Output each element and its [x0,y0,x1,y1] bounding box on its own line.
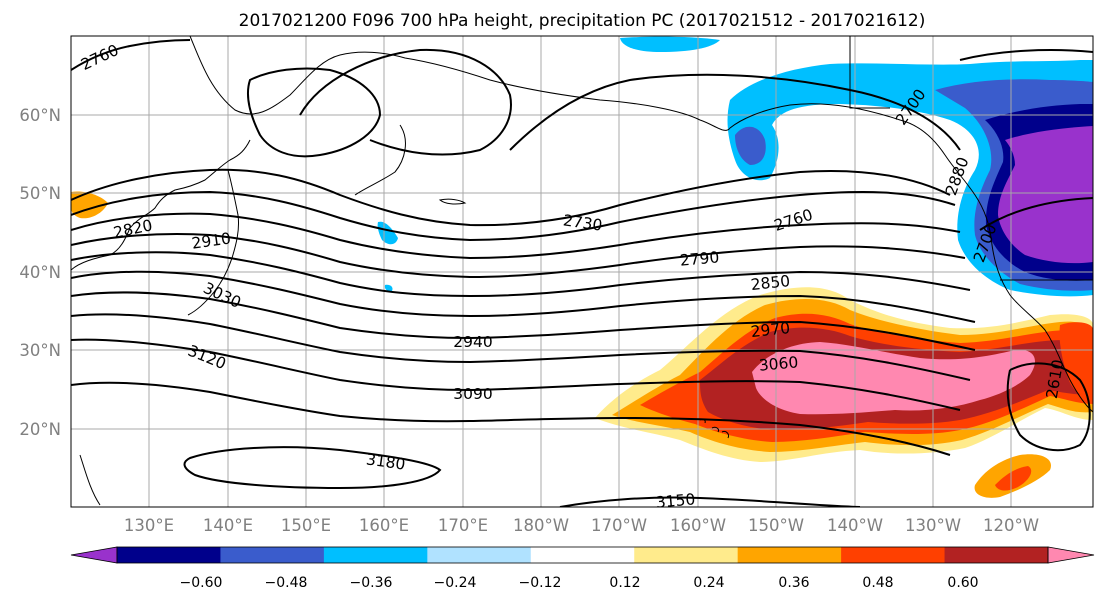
contour-3090 [71,381,951,456]
lon-tick-label: 170°E [438,516,488,535]
latitude-ticks: 60°N 50°N 40°N 30°N 20°N [19,106,61,439]
height-contours [71,39,1093,507]
contour-label: 2790 [679,248,720,269]
contour-2760 [71,190,956,242]
precip-patch-pacific [377,221,398,245]
border-alaska [849,36,890,109]
negative-precip-shading [377,36,1093,297]
colorbar-tick-label: 0.24 [693,575,724,591]
contour-label: 2850 [750,272,791,294]
colorbar-tick-label: −0.24 [434,575,477,591]
precip-patch-north [620,36,720,52]
lon-tick-label: 140°E [203,516,253,535]
contour-3060 [71,338,961,411]
colorbar-tick-label: 0.60 [947,575,978,591]
precip-band-0.60 [752,342,1035,415]
lon-tick-label: 160°E [359,516,409,535]
map-panel: 2760 2820 2910 3030 3120 2730 2760 2790 … [70,35,1094,511]
contour-2700-east [959,49,1093,61]
contour-3180 [183,446,442,490]
colorbar-tick-label: 0.12 [609,575,640,591]
contour-2820 [71,233,966,279]
coastline-philippines [79,454,101,506]
contour-3000 [71,313,971,381]
colorbar-segment [634,547,739,563]
precip-patch-coast [1059,322,1093,400]
colorbar-tick-label: −0.48 [265,575,308,591]
lon-tick-label: 150°E [281,516,331,535]
colorbar-segment [220,547,325,563]
contour-label: 3060 [758,353,799,374]
contour-label: 2970 [750,319,791,341]
map-title: 2017021200 F096 700 hPa height, precipit… [239,11,926,31]
contour-2610 [1006,362,1091,452]
colorbar: −0.60 −0.48 −0.36 −0.24 −0.12 0.12 0.24 … [70,546,1095,591]
contour-2790 [71,212,961,260]
precip-band-neg-0.60 [998,126,1093,264]
colorbar-tick-label: −0.12 [519,575,562,591]
colorbar-segment [737,547,842,563]
colorbar-tick-label: −0.60 [180,575,223,591]
colorbar-segments [70,546,1095,564]
contour-2880 [71,270,976,323]
contour-label: 2940 [453,333,492,351]
colorbar-segment [323,547,428,563]
lat-tick-label: 40°N [19,263,61,282]
map-frame [70,35,1094,508]
longitude-ticks: 130°E 140°E 150°E 160°E 170°E 180°W 170°… [124,516,1039,535]
contour-3150 [559,496,861,507]
colorbar-tick-label: 0.48 [862,575,893,591]
colorbar-segment [944,547,1049,563]
contour-label: 3180 [365,450,407,473]
colorbar-frame [116,546,1049,564]
colorbar-segment [427,547,532,563]
precip-patch-alaska [735,126,766,165]
coastline-kamchatka [354,124,406,196]
contour-2880-east [979,197,1093,231]
contour-2940 [71,291,976,351]
colorbar-segment [117,547,221,563]
positive-precip-shading [71,191,1093,498]
contour-low-center [299,48,512,156]
lon-tick-label: 170°W [591,516,647,535]
lon-tick-label: 160°W [670,516,726,535]
colorbar-tick-label: 0.36 [778,575,809,591]
contour-label: 2910 [191,229,233,252]
graticule [71,36,1093,507]
colorbar-segment [841,547,946,563]
contour-label: 2730 [562,211,604,234]
contour-low-west [247,67,382,158]
lon-tick-label: 140°W [827,516,883,535]
precip-patch-small [384,284,393,292]
contour-label: 3150 [655,490,696,511]
colorbar-extend-min [70,546,118,564]
island-outline [438,198,467,205]
lat-tick-label: 60°N [19,106,61,125]
contour-2850 [71,251,971,298]
lon-tick-label: 150°W [748,516,804,535]
lon-tick-label: 180°W [513,516,569,535]
colorbar-segment [530,547,635,563]
contour-2730 [71,168,951,227]
lat-tick-label: 50°N [19,184,61,203]
contour-label: 3090 [453,385,492,403]
lat-tick-label: 20°N [19,420,61,439]
lon-tick-label: 120°W [983,516,1039,535]
colorbar-tick-label: −0.36 [350,575,393,591]
precip-patch-southeast-core [995,466,1032,491]
lat-tick-label: 30°N [19,341,61,360]
contour-2760-west [71,39,191,71]
coastline-north-pacific [189,36,1093,413]
lon-tick-label: 130°W [905,516,961,535]
colorbar-extend-max [1047,546,1095,564]
contour-2700 [509,73,961,151]
lon-tick-label: 130°E [124,516,174,535]
colorbar-tick-labels: −0.60 −0.48 −0.36 −0.24 −0.12 0.12 0.24 … [180,575,979,591]
